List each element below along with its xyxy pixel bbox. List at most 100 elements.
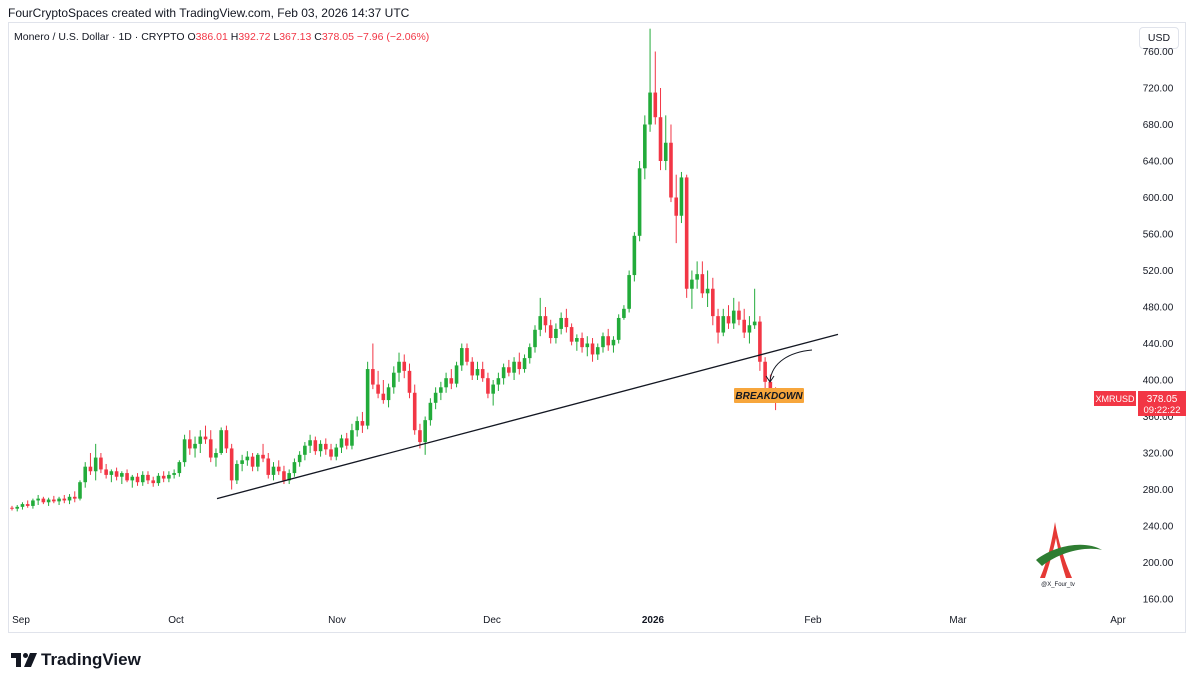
candle: [182, 434, 187, 467]
candle: [250, 453, 255, 472]
candle-body: [229, 448, 234, 481]
price-tag-bg: [1138, 391, 1186, 416]
price-tick-label: 680.00: [1143, 120, 1174, 131]
candle-body: [507, 367, 511, 373]
candle: [763, 357, 767, 391]
candle: [459, 343, 464, 371]
candle-body: [15, 506, 20, 509]
candle: [611, 336, 616, 353]
chart-frame: [8, 22, 1186, 633]
candle-body: [637, 168, 642, 236]
candle: [428, 398, 433, 426]
candle: [538, 297, 543, 337]
candle-body: [203, 436, 208, 440]
candle-body: [20, 504, 25, 507]
tradingview-logo-icon: [11, 653, 37, 667]
candle-body: [601, 336, 605, 348]
candle: [580, 332, 584, 353]
time-tick-label: Sep: [12, 615, 30, 626]
price-tick-label: 160.00: [1143, 595, 1174, 606]
candle-body: [261, 454, 265, 459]
price-tick-label: 440.00: [1143, 339, 1174, 350]
candle: [109, 469, 114, 483]
candle: [120, 471, 124, 485]
candle: [146, 471, 150, 485]
candle: [501, 363, 506, 385]
candle: [716, 308, 720, 344]
candle-body: [711, 288, 715, 317]
candle: [99, 453, 103, 474]
candle-body: [679, 177, 684, 216]
price-tick-label: 200.00: [1143, 558, 1174, 569]
candle-body: [224, 430, 229, 449]
price-axis[interactable]: 760.00 720.00 680.00 640.00 600.00 560.00 520.…: [1143, 47, 1174, 606]
candle: [758, 316, 762, 371]
currency-button[interactable]: USD: [1139, 27, 1179, 49]
time-axis[interactable]: Sep Oct Nov Dec 2026 Feb Mar Apr: [12, 615, 1126, 626]
candle: [303, 442, 307, 461]
candle-body: [418, 430, 422, 443]
candle-body: [256, 454, 260, 467]
trendline[interactable]: [216, 333, 839, 500]
time-tick-label: Mar: [949, 615, 967, 626]
candle: [632, 232, 637, 282]
candle-body: [616, 317, 621, 340]
candle: [517, 352, 522, 375]
candle-body: [214, 453, 218, 458]
candle: [742, 308, 746, 339]
candle-body: [120, 473, 124, 477]
candle-body: [428, 402, 433, 421]
candle: [135, 473, 140, 486]
candle-body: [235, 463, 239, 481]
candle: [172, 469, 176, 479]
price-tick-label: 400.00: [1143, 376, 1174, 387]
candle-body: [522, 358, 527, 370]
candle-body: [768, 381, 773, 393]
candle: [679, 171, 684, 224]
candle-body: [674, 197, 679, 216]
watermark-swoosh: [1036, 544, 1102, 566]
candle: [245, 451, 250, 466]
candle-body: [245, 456, 250, 461]
candle-body: [25, 504, 30, 506]
candle-body: [407, 370, 412, 393]
candle: [52, 495, 56, 504]
candle: [465, 343, 469, 366]
candle-body: [36, 498, 40, 501]
candle-body: [339, 438, 344, 448]
candle: [67, 494, 72, 505]
candle: [329, 443, 333, 461]
candle-body: [104, 469, 108, 475]
breakdown-annotation[interactable]: BREAKDOWN: [734, 388, 804, 403]
candle-body: [344, 438, 349, 446]
candle: [177, 460, 182, 477]
candle-body: [198, 436, 203, 444]
candle: [564, 308, 569, 333]
candle: [548, 319, 553, 344]
candle: [705, 270, 710, 307]
candle-body: [109, 471, 114, 475]
tradingview-logo[interactable]: TradingView: [11, 650, 141, 670]
candle: [606, 328, 611, 351]
candle-body: [559, 317, 563, 329]
candle-body: [72, 496, 77, 499]
time-tick-label: Dec: [483, 615, 501, 626]
candle: [203, 425, 208, 444]
candle: [214, 448, 218, 467]
price-tag-countdown: 09:22:22: [1144, 405, 1181, 416]
price-tick-label: 600.00: [1143, 193, 1174, 204]
candle-body: [355, 421, 359, 431]
candle: [313, 436, 318, 455]
candle-body: [371, 369, 375, 385]
symbol-name[interactable]: Monero / U.S. Dollar · 1D · CRYPTO: [14, 31, 185, 43]
candle: [376, 370, 380, 399]
time-tick-label: Feb: [804, 615, 822, 626]
candle: [470, 357, 475, 380]
candle-body: [731, 310, 736, 324]
candle: [25, 500, 30, 508]
candle: [491, 380, 495, 406]
candle: [104, 463, 108, 479]
candle: [616, 314, 621, 344]
candle: [512, 357, 516, 380]
